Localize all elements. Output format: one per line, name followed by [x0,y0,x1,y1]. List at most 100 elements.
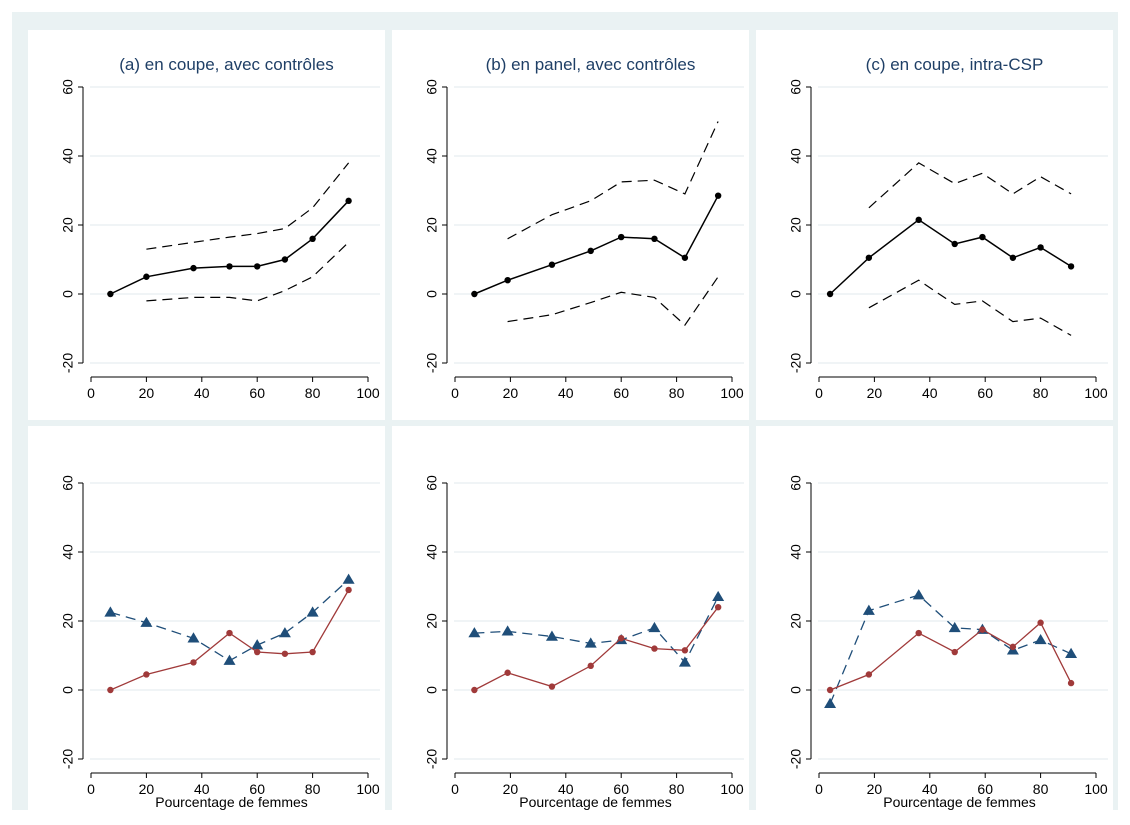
y-tick-label: -20 [788,353,804,373]
x-tick-label: 100 [356,385,380,401]
data-point-triangle [223,654,236,665]
y-tick-label: 0 [788,686,804,694]
x-tick-label: 20 [139,385,155,401]
y-tick-label: 20 [60,613,76,629]
data-point [979,233,986,241]
y-tick-label: 0 [788,290,804,298]
data-point [1037,244,1044,251]
x-tick-label: 80 [305,781,321,797]
data-point-circle [979,626,986,633]
x-tick-label: 100 [720,385,744,401]
x-tick-label: 0 [87,781,95,797]
data-point-circle [651,645,658,652]
data-point-circle [548,683,556,690]
data-point-circle [471,686,478,694]
data-point-circle [281,650,289,657]
y-tick-label: 40 [788,148,804,164]
data-point-triangle [187,632,200,643]
data-point-triangle [678,656,691,667]
data-point-circle [107,686,114,694]
data-point-circle [951,648,958,656]
y-tick-label: 0 [424,290,440,298]
series-line-circle-series [474,606,719,691]
y-tick-label: 60 [60,79,76,95]
x-tick-label: 80 [1033,781,1049,797]
series-line-estimate [110,200,350,295]
data-point-triangle [824,697,837,708]
y-tick-label: 20 [424,217,440,233]
panel-title: (a) en coupe, avec contrôles [119,55,334,74]
x-tick-label: 80 [669,781,685,797]
data-point-circle [1067,679,1075,687]
data-point [281,256,289,263]
data-point-circle [714,604,722,611]
x-tick-label: 80 [669,385,685,401]
x-tick-label: 0 [451,781,459,797]
x-tick-label: 0 [815,385,823,401]
x-tick-label: 80 [305,385,321,401]
x-tick-label: 100 [356,781,380,797]
series-line-estimate [829,218,1072,295]
data-point-triangle [251,639,264,650]
data-point-triangle [545,630,558,641]
y-tick-label: 0 [424,686,440,694]
data-point-triangle [948,621,961,633]
data-point-circle [1009,643,1017,651]
data-point-triangle [1034,633,1047,645]
x-tick-label: 100 [1084,385,1108,401]
panel-6: -20 0 20 40 60 0 20 40 60 80 100 Pourcentage de fem… [756,426,1113,816]
data-point [865,254,873,261]
data-point-circle [587,662,594,670]
data-point-circle [915,629,922,637]
x-tick-label: 60 [977,385,993,401]
data-point [309,235,316,242]
data-point [143,273,150,280]
data-point [345,197,352,205]
data-point-circle [309,648,316,656]
panel-1: -20 0 20 40 60 0 20 40 60 80 100 (a) en coupe, avec… [28,30,385,420]
data-point-triangle [104,606,117,617]
y-tick-label: 60 [424,475,440,491]
data-point [826,290,834,298]
y-tick-label: 40 [60,544,76,560]
data-point-circle [865,671,873,678]
x-tick-label: 80 [1033,385,1049,401]
data-point [951,240,958,248]
data-point [107,290,114,298]
y-tick-label: 40 [424,148,440,164]
data-point-circle [681,647,689,654]
data-point-triangle [912,589,925,600]
data-point [254,263,261,270]
y-tick-label: 60 [424,79,440,95]
data-point [504,277,511,284]
y-tick-label: -20 [60,749,76,769]
data-point [618,233,625,241]
x-axis-label: Pourcentage de femmes [519,794,672,810]
data-point [548,261,556,268]
data-point-triangle [140,616,153,627]
x-tick-label: 40 [922,781,938,797]
data-point-circle [254,648,261,656]
x-tick-label: 60 [977,781,993,797]
data-point-circle [618,635,625,642]
y-tick-label: 40 [424,544,440,560]
x-tick-label: 40 [194,781,210,797]
x-tick-label: 40 [922,385,938,401]
x-tick-label: 60 [613,385,629,401]
y-tick-label: 20 [788,613,804,629]
y-tick-label: -20 [424,353,440,373]
x-tick-label: 40 [558,781,574,797]
data-point-triangle [584,637,597,648]
data-point [226,263,233,270]
panel-2: -20 0 20 40 60 0 20 40 60 80 100 (b) en panel, avec… [392,30,749,420]
panel-5: -20 0 20 40 60 0 20 40 60 80 100 Pourcentage de fem… [392,426,749,816]
series-line-triangle-series [474,596,719,664]
series-line-ci-upper [507,121,719,240]
series-line-ci-lower [507,276,719,327]
x-tick-label: 20 [139,781,155,797]
y-tick-label: 40 [60,148,76,164]
data-point [714,192,722,199]
data-point [1067,263,1075,270]
data-point [1009,254,1017,261]
series-line-circle-series [829,621,1072,691]
